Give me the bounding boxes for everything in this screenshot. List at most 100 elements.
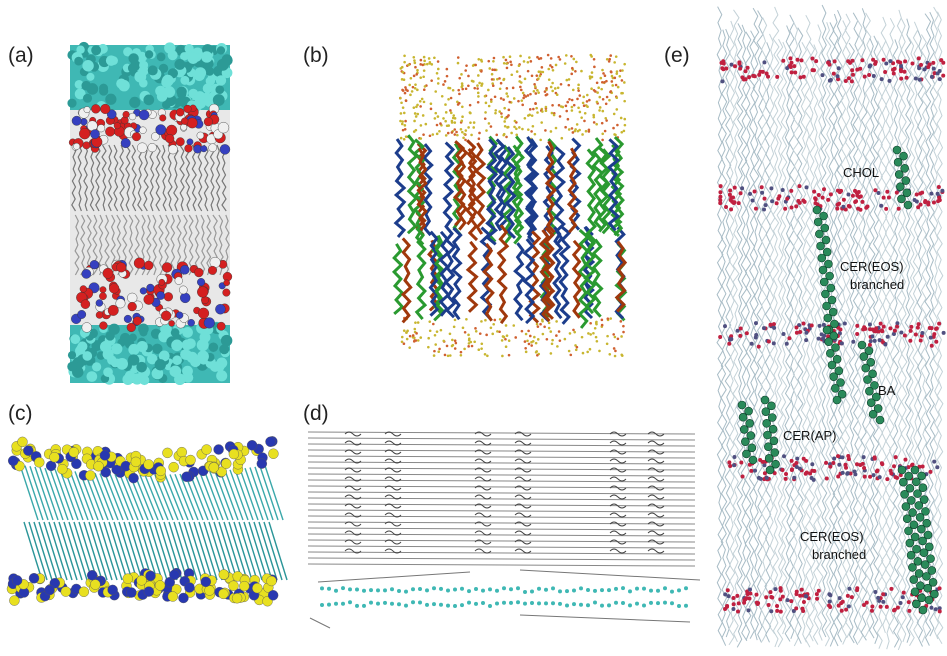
lipid-tail [109, 522, 127, 580]
headgroup-atom [889, 469, 893, 473]
water-dot [449, 87, 452, 90]
water-dot [444, 354, 447, 357]
headgroup-atom [731, 607, 735, 611]
headgroup-atom [781, 59, 785, 63]
molecule-atom [766, 466, 774, 474]
water-dot [458, 102, 461, 105]
lipid-atom [411, 600, 415, 604]
water-dot [519, 75, 522, 78]
chain [861, 8, 867, 640]
headgroup-atom [732, 602, 736, 606]
water-dot [505, 324, 508, 327]
water-dot [559, 339, 562, 342]
water-dot [500, 82, 503, 85]
water-bead [103, 367, 113, 377]
headgroup-atom [164, 292, 173, 301]
water-dot [606, 335, 609, 338]
headgroup-atom [744, 69, 748, 73]
water-dot [575, 61, 578, 64]
water-bead [83, 94, 92, 103]
headgroup-atom [737, 601, 741, 605]
water-dot [550, 86, 553, 89]
headgroup-atom [817, 337, 821, 341]
lipid-tail [155, 475, 173, 520]
water-dot [406, 338, 409, 341]
headgroup-atom [79, 128, 90, 139]
headgroup-atom [746, 66, 750, 70]
water-dot [569, 332, 572, 335]
water-dot [478, 132, 481, 135]
molecule-atom [898, 466, 906, 474]
water-dot [402, 106, 405, 109]
headgroup-atom [898, 60, 902, 64]
water-dot [512, 87, 515, 90]
headgroup-atom [855, 324, 859, 328]
lipid-atom [600, 588, 604, 592]
headgroup-atom [836, 74, 840, 78]
headgroup-glyph [610, 459, 626, 463]
lipid-atom [320, 586, 324, 590]
headgroup-bead [29, 573, 39, 583]
headgroup-atom [883, 343, 887, 347]
headgroup-atom [787, 336, 791, 340]
water-dot [589, 333, 592, 336]
lipid-atom [369, 588, 373, 592]
headgroup-atom [129, 113, 136, 120]
water-dot [460, 73, 463, 76]
headgroup-atom [165, 134, 174, 143]
lipid-atom [488, 604, 492, 608]
headgroup-atom [822, 187, 826, 191]
lipid-atom [334, 589, 338, 593]
headgroup-glyph [648, 459, 664, 463]
water-dot [624, 124, 627, 127]
headgroup-atom [837, 463, 841, 467]
headgroup-atom [748, 192, 752, 196]
water-dot [399, 97, 402, 100]
headgroup-atom [81, 300, 90, 309]
water-dot [620, 131, 623, 134]
water-bead [145, 50, 153, 58]
chain [408, 135, 417, 233]
water-dot [411, 90, 414, 93]
molecule-atom [920, 549, 928, 557]
water-dot [605, 119, 608, 122]
water-dot [609, 317, 612, 320]
headgroup-atom [181, 118, 188, 125]
water-dot [432, 323, 435, 326]
water-dot [429, 329, 432, 332]
headgroup-atom [790, 459, 794, 463]
water-dot [484, 111, 487, 114]
figure: (a) (b) (c) (d) (e) CHOL CER(EOS) branch… [0, 0, 947, 656]
headgroup-atom [767, 603, 771, 607]
headgroup-atom [176, 312, 183, 319]
water-dot [400, 137, 403, 140]
artwork [7, 5, 946, 650]
water-dot [480, 70, 483, 73]
headgroup-glyph [610, 477, 626, 481]
lipid-atom [467, 589, 471, 593]
headgroup-atom [842, 198, 846, 202]
headgroup-atom [846, 193, 850, 197]
headgroup-glyph [610, 495, 626, 499]
headgroup-atom [82, 269, 91, 278]
panel-a [67, 42, 232, 385]
headgroup-glyph [648, 549, 664, 553]
water-bead [91, 45, 101, 55]
lipid-tail [105, 474, 123, 520]
annotation: branched [812, 547, 866, 562]
water-dot [460, 120, 463, 123]
water-dot [461, 115, 464, 118]
molecule-atom [895, 170, 903, 178]
water-dot [504, 117, 507, 120]
molecule-atom [831, 384, 839, 392]
headgroup-atom [773, 587, 777, 591]
chain [757, 11, 763, 643]
headgroup-atom [865, 601, 869, 605]
water-dot [412, 56, 415, 59]
water-dot [490, 100, 493, 103]
molecule-atom [738, 401, 746, 409]
water-dot [534, 102, 537, 105]
headgroup-atom [762, 463, 766, 467]
headgroup-bead [49, 452, 59, 462]
headgroup-atom [885, 605, 889, 609]
